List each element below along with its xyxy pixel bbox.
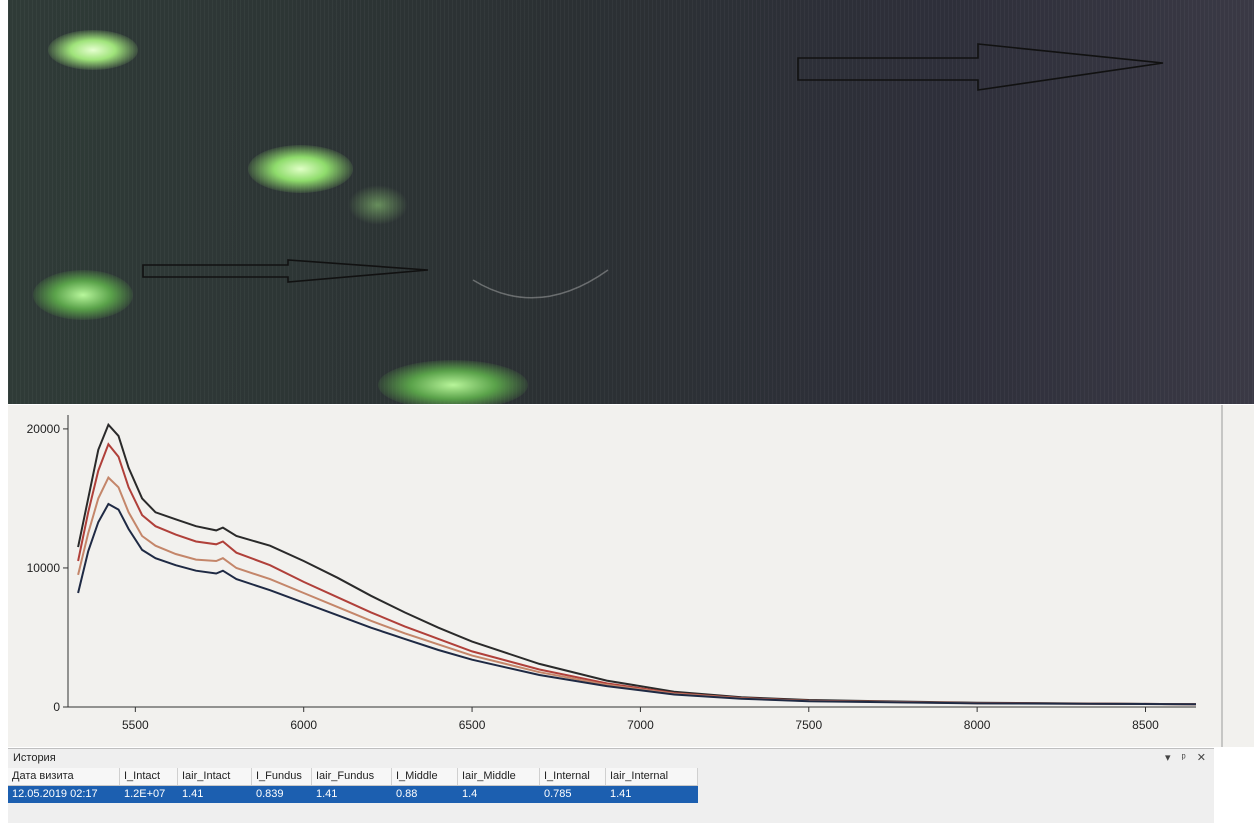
spectrum-series-line (77, 422, 1197, 706)
light-spot (48, 30, 138, 70)
column-header[interactable]: I_Fundus (252, 768, 312, 785)
x-tick-label: 6000 (290, 718, 317, 732)
chart-series (77, 422, 1197, 706)
history-panel: История ▾ ᵖ ✕ Дата визита I_Intact Iair_In… (8, 748, 1214, 823)
table-cell: 1.4 (462, 788, 478, 800)
y-tick-label: 10000 (27, 561, 61, 575)
x-tick-label: 8000 (964, 718, 991, 732)
fluorescence-photo (8, 0, 1254, 404)
y-tick-label: 0 (53, 700, 60, 714)
spectrum-series-line (77, 442, 1197, 706)
x-tick-label: 7000 (627, 718, 654, 732)
x-tick-label: 8500 (1132, 718, 1159, 732)
ring-artifact (472, 269, 609, 299)
table-row[interactable]: 12.05.2019 02:17 1.2E+07 1.41 0.839 1.41 0.88… (8, 786, 698, 803)
photo-annotations (142, 43, 1164, 299)
x-tick-label: 6500 (459, 718, 486, 732)
light-spot (378, 360, 528, 404)
column-header[interactable]: I_Intact (120, 768, 178, 785)
history-header: История ▾ ᵖ ✕ (8, 749, 1214, 767)
history-title: История (13, 752, 56, 764)
light-spot (348, 185, 408, 225)
table-header-row: Дата визита I_Intact Iair_Intact I_Fundus Ia… (8, 768, 698, 786)
column-header[interactable]: Дата визита (8, 768, 120, 785)
column-header[interactable]: I_Internal (540, 768, 606, 785)
history-table: Дата визита I_Intact Iair_Intact I_Fundus Ia… (8, 768, 698, 803)
table-cell: 1.41 (316, 788, 338, 800)
chart-axes: 0 10000 20000 5500 6000 6500 7000 7500 8000 8500 (27, 405, 1223, 747)
spectrum-series-line (77, 475, 1197, 706)
table-cell: 0.785 (544, 788, 572, 800)
arrow-icon (142, 259, 429, 283)
table-cell: 1.41 (610, 788, 632, 800)
table-cell: 1.2E+07 (124, 788, 166, 800)
column-header[interactable]: Iair_Internal (606, 768, 698, 785)
chevron-down-icon[interactable]: ▾ (1164, 752, 1171, 764)
history-tools: ▾ ᵖ ✕ (1157, 749, 1206, 767)
column-header[interactable]: Iair_Middle (458, 768, 540, 785)
spectrum-chart-panel: 0 10000 20000 5500 6000 6500 7000 7500 8000 8500 (8, 405, 1254, 747)
column-header[interactable]: Iair_Intact (178, 768, 252, 785)
light-spot (248, 145, 353, 193)
column-header[interactable]: Iair_Fundus (312, 768, 392, 785)
light-spot (33, 270, 133, 320)
spectrum-series-line (77, 502, 1197, 706)
table-cell: 1.41 (182, 788, 204, 800)
table-cell: 12.05.2019 02:17 (12, 788, 98, 800)
y-tick-label: 20000 (27, 422, 61, 436)
close-icon[interactable]: ✕ (1196, 752, 1206, 764)
table-cell: 0.839 (256, 788, 284, 800)
spectrum-chart: 0 10000 20000 5500 6000 6500 7000 7500 8000 8500 (27, 405, 1223, 747)
x-tick-label: 7500 (795, 718, 822, 732)
x-tick-label: 5500 (122, 718, 149, 732)
table-cell: 0.88 (396, 788, 418, 800)
pin-icon[interactable]: ᵖ (1181, 752, 1186, 764)
column-header[interactable]: I_Middle (392, 768, 458, 785)
arrow-icon (797, 43, 1164, 91)
